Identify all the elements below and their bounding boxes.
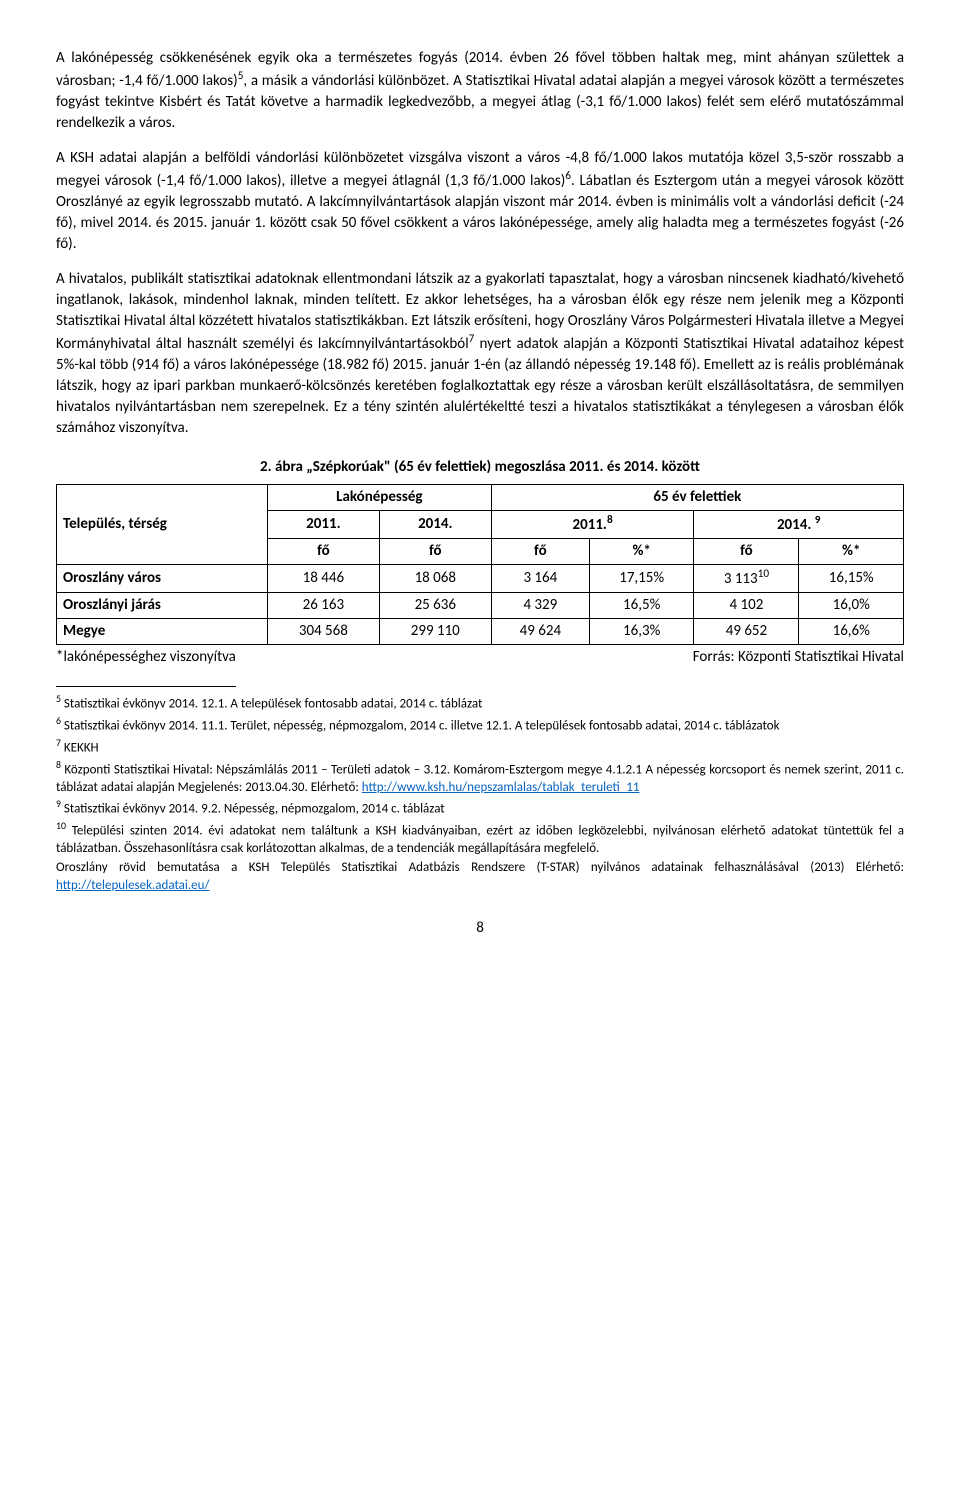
cell-label: Oroszlányi járás xyxy=(57,593,268,619)
figure-title: 2. ábra „Szépkorúak" (65 év felettiek) m… xyxy=(56,457,904,478)
th-region: Település, térség xyxy=(57,485,268,565)
footnote-rule xyxy=(56,686,236,687)
th-pop: Lakónépesség xyxy=(267,485,491,511)
fn-5: 5 Statisztikai évkönyv 2014. 12.1. A tel… xyxy=(56,693,904,713)
table-row: Oroszlány város18 44618 0683 16417,15%3 … xyxy=(57,565,904,593)
cell: 49 624 xyxy=(491,619,589,645)
cell: 16,0% xyxy=(799,593,904,619)
th-over65: 65 év felettiek xyxy=(491,485,903,511)
note-right: Forrás: Központi Statisztikai Hivatal xyxy=(693,647,904,668)
data-table: Település, térség Lakónépesség 65 év fel… xyxy=(56,484,904,645)
cell: 3 164 xyxy=(491,565,589,593)
cell: 17,15% xyxy=(589,565,693,593)
page-number: 8 xyxy=(56,918,904,939)
th-2014a: 2014. xyxy=(379,511,491,539)
fn-9: 9 Statisztikai évkönyv 2014. 9.2. Népess… xyxy=(56,798,904,818)
cell: 16,5% xyxy=(589,593,693,619)
note-left: *lakónépességhez viszonyítva xyxy=(56,647,236,668)
th-2011a: 2011. xyxy=(267,511,379,539)
table-note: *lakónépességhez viszonyítva Forrás: Köz… xyxy=(56,647,904,668)
footnotes: 5 Statisztikai évkönyv 2014. 12.1. A tel… xyxy=(56,693,904,894)
th-2014b: 2014. 9 xyxy=(694,511,904,539)
cell: 4 329 xyxy=(491,593,589,619)
cell: 26 163 xyxy=(267,593,379,619)
fn-8: 8 Központi Statisztikai Hivatal: Népszám… xyxy=(56,759,904,796)
cell: 16,6% xyxy=(799,619,904,645)
th-pct-1: %* xyxy=(589,539,693,565)
cell: 16,15% xyxy=(799,565,904,593)
fn-7: 7 KEKKH xyxy=(56,737,904,757)
fn-6: 6 Statisztikai évkönyv 2014. 11.1. Terül… xyxy=(56,715,904,735)
fn-8-link[interactable]: http://www.ksh.hu/nepszamlalas/tablak_te… xyxy=(362,780,640,795)
cell: 3 11310 xyxy=(694,565,799,593)
cell: 16,3% xyxy=(589,619,693,645)
cell: 4 102 xyxy=(694,593,799,619)
th-2011b: 2011.8 xyxy=(491,511,694,539)
th-fo-4: fő xyxy=(694,539,799,565)
cell-label: Oroszlány város xyxy=(57,565,268,593)
fn-closing: Oroszlány rövid bemutatása a KSH Települ… xyxy=(56,859,904,894)
table-row: Megye304 568299 11049 62416,3%49 65216,6… xyxy=(57,619,904,645)
cell: 299 110 xyxy=(379,619,491,645)
table-row: Oroszlányi járás26 16325 6364 32916,5%4 … xyxy=(57,593,904,619)
cell: 304 568 xyxy=(267,619,379,645)
th-fo-3: fő xyxy=(491,539,589,565)
th-fo-1: fő xyxy=(267,539,379,565)
fn-closing-link[interactable]: http://telepulesek.adatai.eu/ xyxy=(56,878,209,893)
cell: 18 068 xyxy=(379,565,491,593)
cell: 49 652 xyxy=(694,619,799,645)
th-fo-2: fő xyxy=(379,539,491,565)
paragraph-3: A hivatalos, publikált statisztikai adat… xyxy=(56,269,904,439)
paragraph-1: A lakónépesség csökkenésének egyik oka a… xyxy=(56,48,904,134)
cell: 25 636 xyxy=(379,593,491,619)
cell-label: Megye xyxy=(57,619,268,645)
fn-10: 10 Települési szinten 2014. évi adatokat… xyxy=(56,820,904,857)
th-pct-2: %* xyxy=(799,539,904,565)
cell: 18 446 xyxy=(267,565,379,593)
paragraph-2: A KSH adatai alapján a belföldi vándorlá… xyxy=(56,148,904,255)
